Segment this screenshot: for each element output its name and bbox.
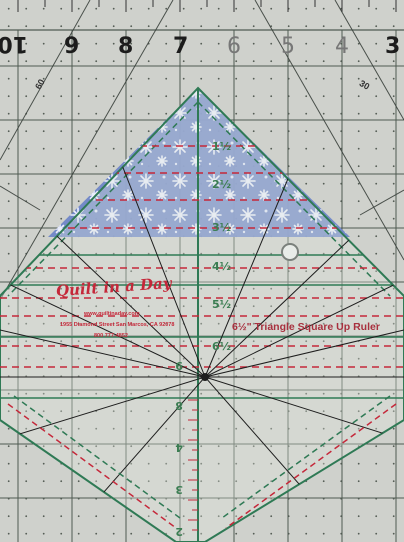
ruler-hang-hole [281,243,299,261]
center-number: 3 [175,483,183,496]
mat-number-8: 8 [118,34,133,59]
mat-number-10: 10 [0,31,28,56]
fraction-label: 4½ [212,260,231,273]
center-number: 2 [175,525,183,538]
mat-angle-label-60: 60 [33,77,47,91]
ruler-fraction-labels: 1½ 2½ 3½ 4½ 5½ 6½ [212,140,231,353]
center-number: 8 [175,399,183,412]
fraction-label: 5½ [212,298,231,311]
mat-number-6: 6 [227,34,241,59]
triangle-ruler [0,86,404,542]
mat-top-numbers: 10 9 8 7 6 5 4 3 [0,31,400,59]
mat-number-5: 5 [281,34,295,59]
mat-number-7: 7 [173,34,188,59]
ruler-website: www.quiltinaday.com [83,311,140,317]
fraction-label: 2½ [212,178,231,191]
fraction-label: 6½ [212,340,231,353]
fraction-label: 3½ [212,221,231,234]
ruler-address: 1955 Diamond Street San Marcos, CA 92078 [60,322,174,328]
mat-number-9: 9 [64,34,79,59]
ruler-phone: 800 777-4852 [94,333,128,339]
ruler-center-pivot [201,373,209,381]
center-number: 4 [175,441,183,454]
mat-number-3: 3 [385,34,400,59]
fraction-label: 1½ [212,140,231,153]
ruler-center-numbers: 9 8 4 3 2 [175,359,183,538]
ruler-product-name: 6½" Triangle Square Up Ruler [232,321,380,333]
mat-angle-label-30: 30 [358,78,372,92]
center-number: 9 [175,359,183,372]
mat-number-4: 4 [335,34,349,59]
